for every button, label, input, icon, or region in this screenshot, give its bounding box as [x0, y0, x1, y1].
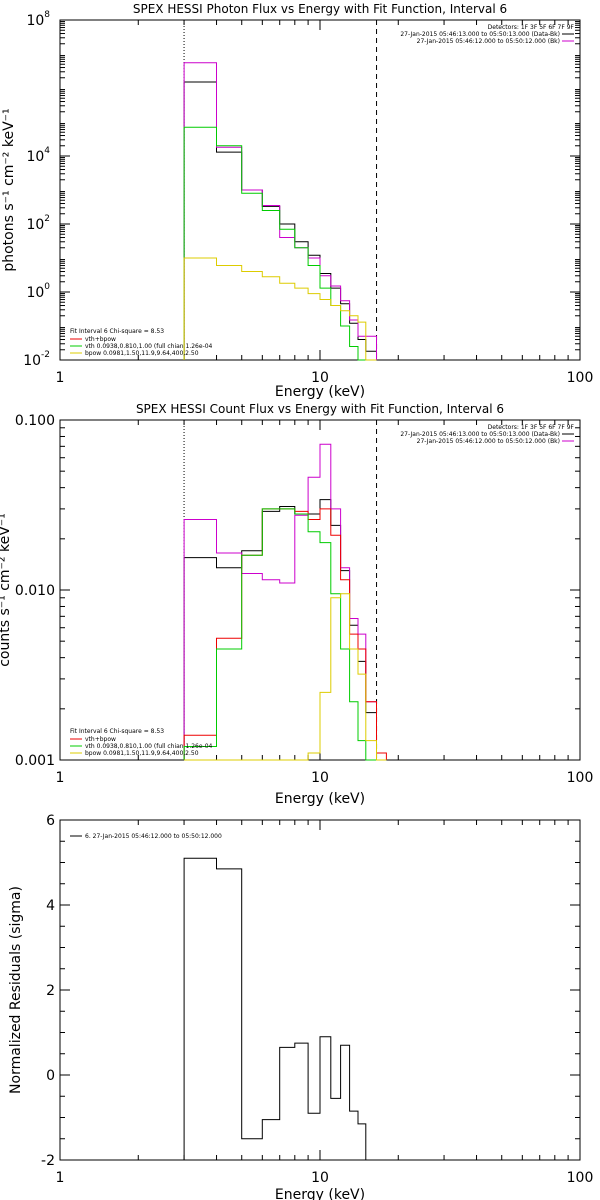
count-flux-panel: SPEX HESSI Count Flux vs Energy with Fit… — [0, 402, 593, 807]
legend-data-interval: 27-Jan-2015 05:46:13.000 to 05:50:13.000… — [400, 31, 560, 38]
legend-bpow-params: bpow 0.0981,1.50,11.9,9.64,400,2.50 — [85, 350, 199, 357]
y-tick-label: 2 — [46, 983, 55, 999]
count-flux-ylabel: counts s⁻¹ cm⁻² keV⁻¹ — [0, 513, 13, 667]
legend-fit-interval: Fit Interval 6 Chi-square = 8.53 — [70, 728, 164, 735]
x-tick-label: 100 — [567, 1170, 594, 1186]
series-model-line — [183, 62, 377, 360]
photon-flux-legend-left: Fit Interval 6 Chi-square = 8.53 vth+bpo… — [70, 328, 213, 357]
photon-flux-panel: SPEX HESSI Photon Flux vs Energy with Fi… — [1, 2, 593, 400]
residuals-xlabel: Energy (keV) — [275, 1187, 365, 1200]
count-flux-title: SPEX HESSI Count Flux vs Energy with Fit… — [136, 402, 504, 416]
legend-detectors: Detectors: 1F 3F 5F 6F 7F 9F — [488, 24, 575, 31]
legend-fit-interval: Fit Interval 6 Chi-square = 8.53 — [70, 328, 164, 335]
photon-flux-frame — [59, 19, 581, 361]
y-tick-label: 0.001 — [15, 753, 55, 769]
y-tick-label: 0.100 — [15, 413, 55, 429]
legend-vth-params: vth 0.0938,0.810,1.00 (full chian 1.26e-… — [85, 743, 213, 750]
count-flux-legend-right: Detectors: 1F 3F 5F 6F 7F 9F 27-Jan-2015… — [400, 424, 574, 445]
series-bpow-line — [184, 593, 387, 761]
series-model-line — [183, 443, 387, 761]
count-flux-legend-left: Fit Interval 6 Chi-square = 8.53 vth+bpo… — [70, 728, 213, 757]
residuals-legend: 6. 27-Jan-2015 05:46:12.000 to 05:50:12.… — [85, 833, 222, 840]
count-flux-xlabel: Energy (keV) — [275, 791, 365, 807]
y-tick-label: 102 — [26, 214, 50, 233]
x-tick-label: 10 — [311, 770, 329, 786]
y-tick-label: -2 — [41, 1153, 55, 1169]
legend-detectors: Detectors: 1F 3F 5F 6F 7F 9F — [488, 424, 575, 431]
legend-bk-interval: 27-Jan-2015 05:46:12.000 to 05:50:12.000… — [417, 438, 560, 445]
x-tick-label: 10 — [311, 1170, 329, 1186]
photon-flux-title: SPEX HESSI Photon Flux vs Energy with Fi… — [133, 2, 507, 16]
series-fit-line — [183, 508, 387, 760]
y-tick-label: 10-2 — [23, 350, 50, 369]
series-vth-line — [183, 126, 377, 361]
legend-bk-interval: 27-Jan-2015 05:46:12.000 to 05:50:12.000… — [417, 38, 560, 45]
legend-data-interval: 27-Jan-2015 05:46:13.000 to 05:50:13.000… — [400, 431, 560, 438]
series-vth-line — [183, 508, 387, 761]
residuals-ylabel: Normalized Residuals (sigma) — [8, 886, 24, 1094]
y-tick-label: 0 — [46, 1068, 55, 1084]
y-tick-label: 0.010 — [15, 583, 55, 599]
legend-bpow-params: bpow 0.0981,1.50,11.9,9.64,400,2.50 — [85, 750, 199, 757]
y-tick-label: 4 — [46, 898, 55, 914]
legend-fit-model: vth+bpow — [85, 736, 116, 743]
series-data-line — [183, 81, 377, 360]
x-tick-label: 1 — [56, 1170, 65, 1186]
y-tick-label: 6 — [46, 813, 55, 829]
legend-vth-params: vth 0.0938,0.810,1.00 (full chian 1.26e-… — [85, 343, 213, 350]
y-tick-label: 104 — [26, 146, 50, 165]
residuals-panel: 1 10 100 -2 0 2 4 6 Energy (keV) Normalized Res… — [8, 813, 593, 1200]
x-tick-label: 1 — [56, 370, 65, 386]
series-bpow-line — [183, 257, 377, 361]
series-residuals-line — [183, 857, 377, 1161]
y-tick-label: 100 — [26, 282, 50, 301]
photon-flux-xlabel: Energy (keV) — [275, 384, 365, 400]
y-tick-label: 108 — [26, 10, 50, 29]
x-tick-label: 100 — [567, 370, 594, 386]
legend-fit-model: vth+bpow — [85, 336, 116, 343]
series-data-line — [183, 499, 387, 761]
photon-flux-ylabel: photons s⁻¹ cm⁻² keV⁻¹ — [1, 108, 17, 271]
x-tick-label: 100 — [567, 770, 594, 786]
x-tick-label: 1 — [56, 770, 65, 786]
x-tick-label: 10 — [311, 370, 329, 386]
photon-flux-legend-right: Detectors: 1F 3F 5F 6F 7F 9F 27-Jan-2015… — [400, 24, 574, 45]
